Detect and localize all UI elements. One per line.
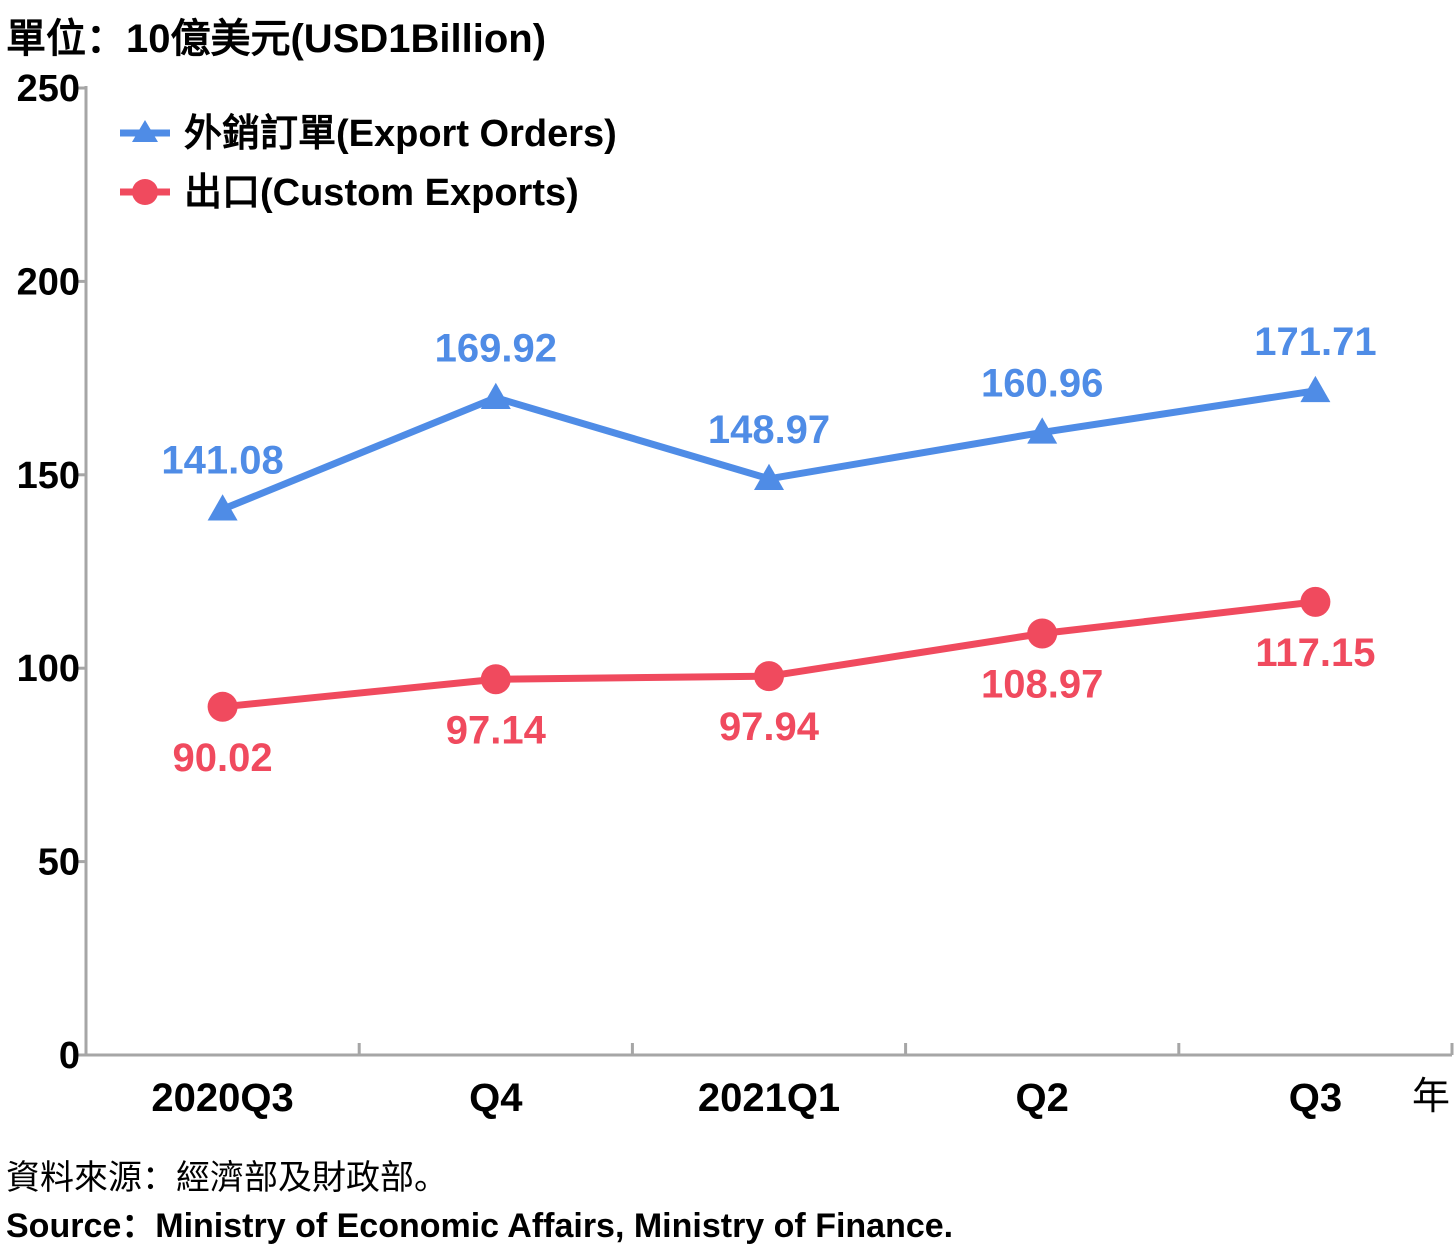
data-point <box>480 664 511 695</box>
chart-series: 141.08 169.92 148.97 160.96 171.71 90.02 97.14… <box>161 320 1376 780</box>
series-1: 90.02 97.14 97.94 108.97 117.15 <box>173 586 1375 780</box>
unit-label: 單位：10億美元(USD1Billion) <box>6 17 547 61</box>
source-zh: 資料來源：經濟部及財政部。 <box>6 1159 448 1197</box>
data-point <box>754 661 784 692</box>
legend-marker <box>132 120 158 142</box>
data-point <box>207 494 238 521</box>
legend-entry: 出口(Custom Exports) <box>120 172 579 214</box>
chart-legend: 外銷訂單(Export Orders) 出口(Custom Exports) <box>120 113 617 214</box>
x-axis-unit-label: 年 <box>1412 1076 1450 1118</box>
data-point <box>1300 375 1331 403</box>
data-point <box>754 463 784 491</box>
legend-entry: 外銷訂單(Export Orders) <box>120 113 617 155</box>
legend-label: 出口(Custom Exports) <box>184 172 579 214</box>
data-label: 117.15 <box>1255 631 1375 675</box>
data-point <box>1027 618 1058 649</box>
data-point <box>1300 586 1331 617</box>
y-tick-label: 100 <box>17 648 80 690</box>
data-label: 148.97 <box>708 408 830 452</box>
data-point <box>207 691 238 722</box>
legend-marker <box>132 179 158 205</box>
y-tick-label: 200 <box>17 261 80 303</box>
x-tick-label: 2021Q1 <box>698 1076 840 1120</box>
source-en: Source：Ministry of Economic Affairs, Min… <box>6 1207 954 1245</box>
data-label: 169.92 <box>435 327 557 371</box>
x-tick-label: 2020Q3 <box>151 1076 293 1120</box>
data-label: 97.94 <box>719 705 820 749</box>
y-tick-label: 250 <box>17 68 80 110</box>
data-label: 171.71 <box>1254 320 1376 364</box>
x-tick-label: Q4 <box>469 1076 523 1120</box>
data-label: 97.14 <box>446 708 547 752</box>
series-0: 141.08 169.92 148.97 160.96 171.71 <box>161 320 1377 521</box>
x-axis-ticks: 2020Q3 Q4 2021Q1 Q2 Q3 年 <box>151 1043 1454 1120</box>
x-tick-label: Q2 <box>1016 1076 1069 1120</box>
y-tick-label: 50 <box>38 842 80 884</box>
data-label: 141.08 <box>161 438 283 482</box>
data-point <box>480 382 511 409</box>
y-axis-ticks: 0 50 100 150 200 250 <box>17 68 86 1077</box>
x-tick-label: Q3 <box>1289 1076 1342 1120</box>
data-label: 160.96 <box>981 361 1103 405</box>
y-tick-label: 150 <box>17 455 80 497</box>
data-label: 108.97 <box>981 663 1103 707</box>
data-label: 90.02 <box>173 736 273 780</box>
data-point <box>1027 417 1058 444</box>
y-tick-label: 0 <box>59 1035 80 1077</box>
chart-axes <box>84 86 1452 1057</box>
legend-label: 外銷訂單(Export Orders) <box>184 113 617 155</box>
